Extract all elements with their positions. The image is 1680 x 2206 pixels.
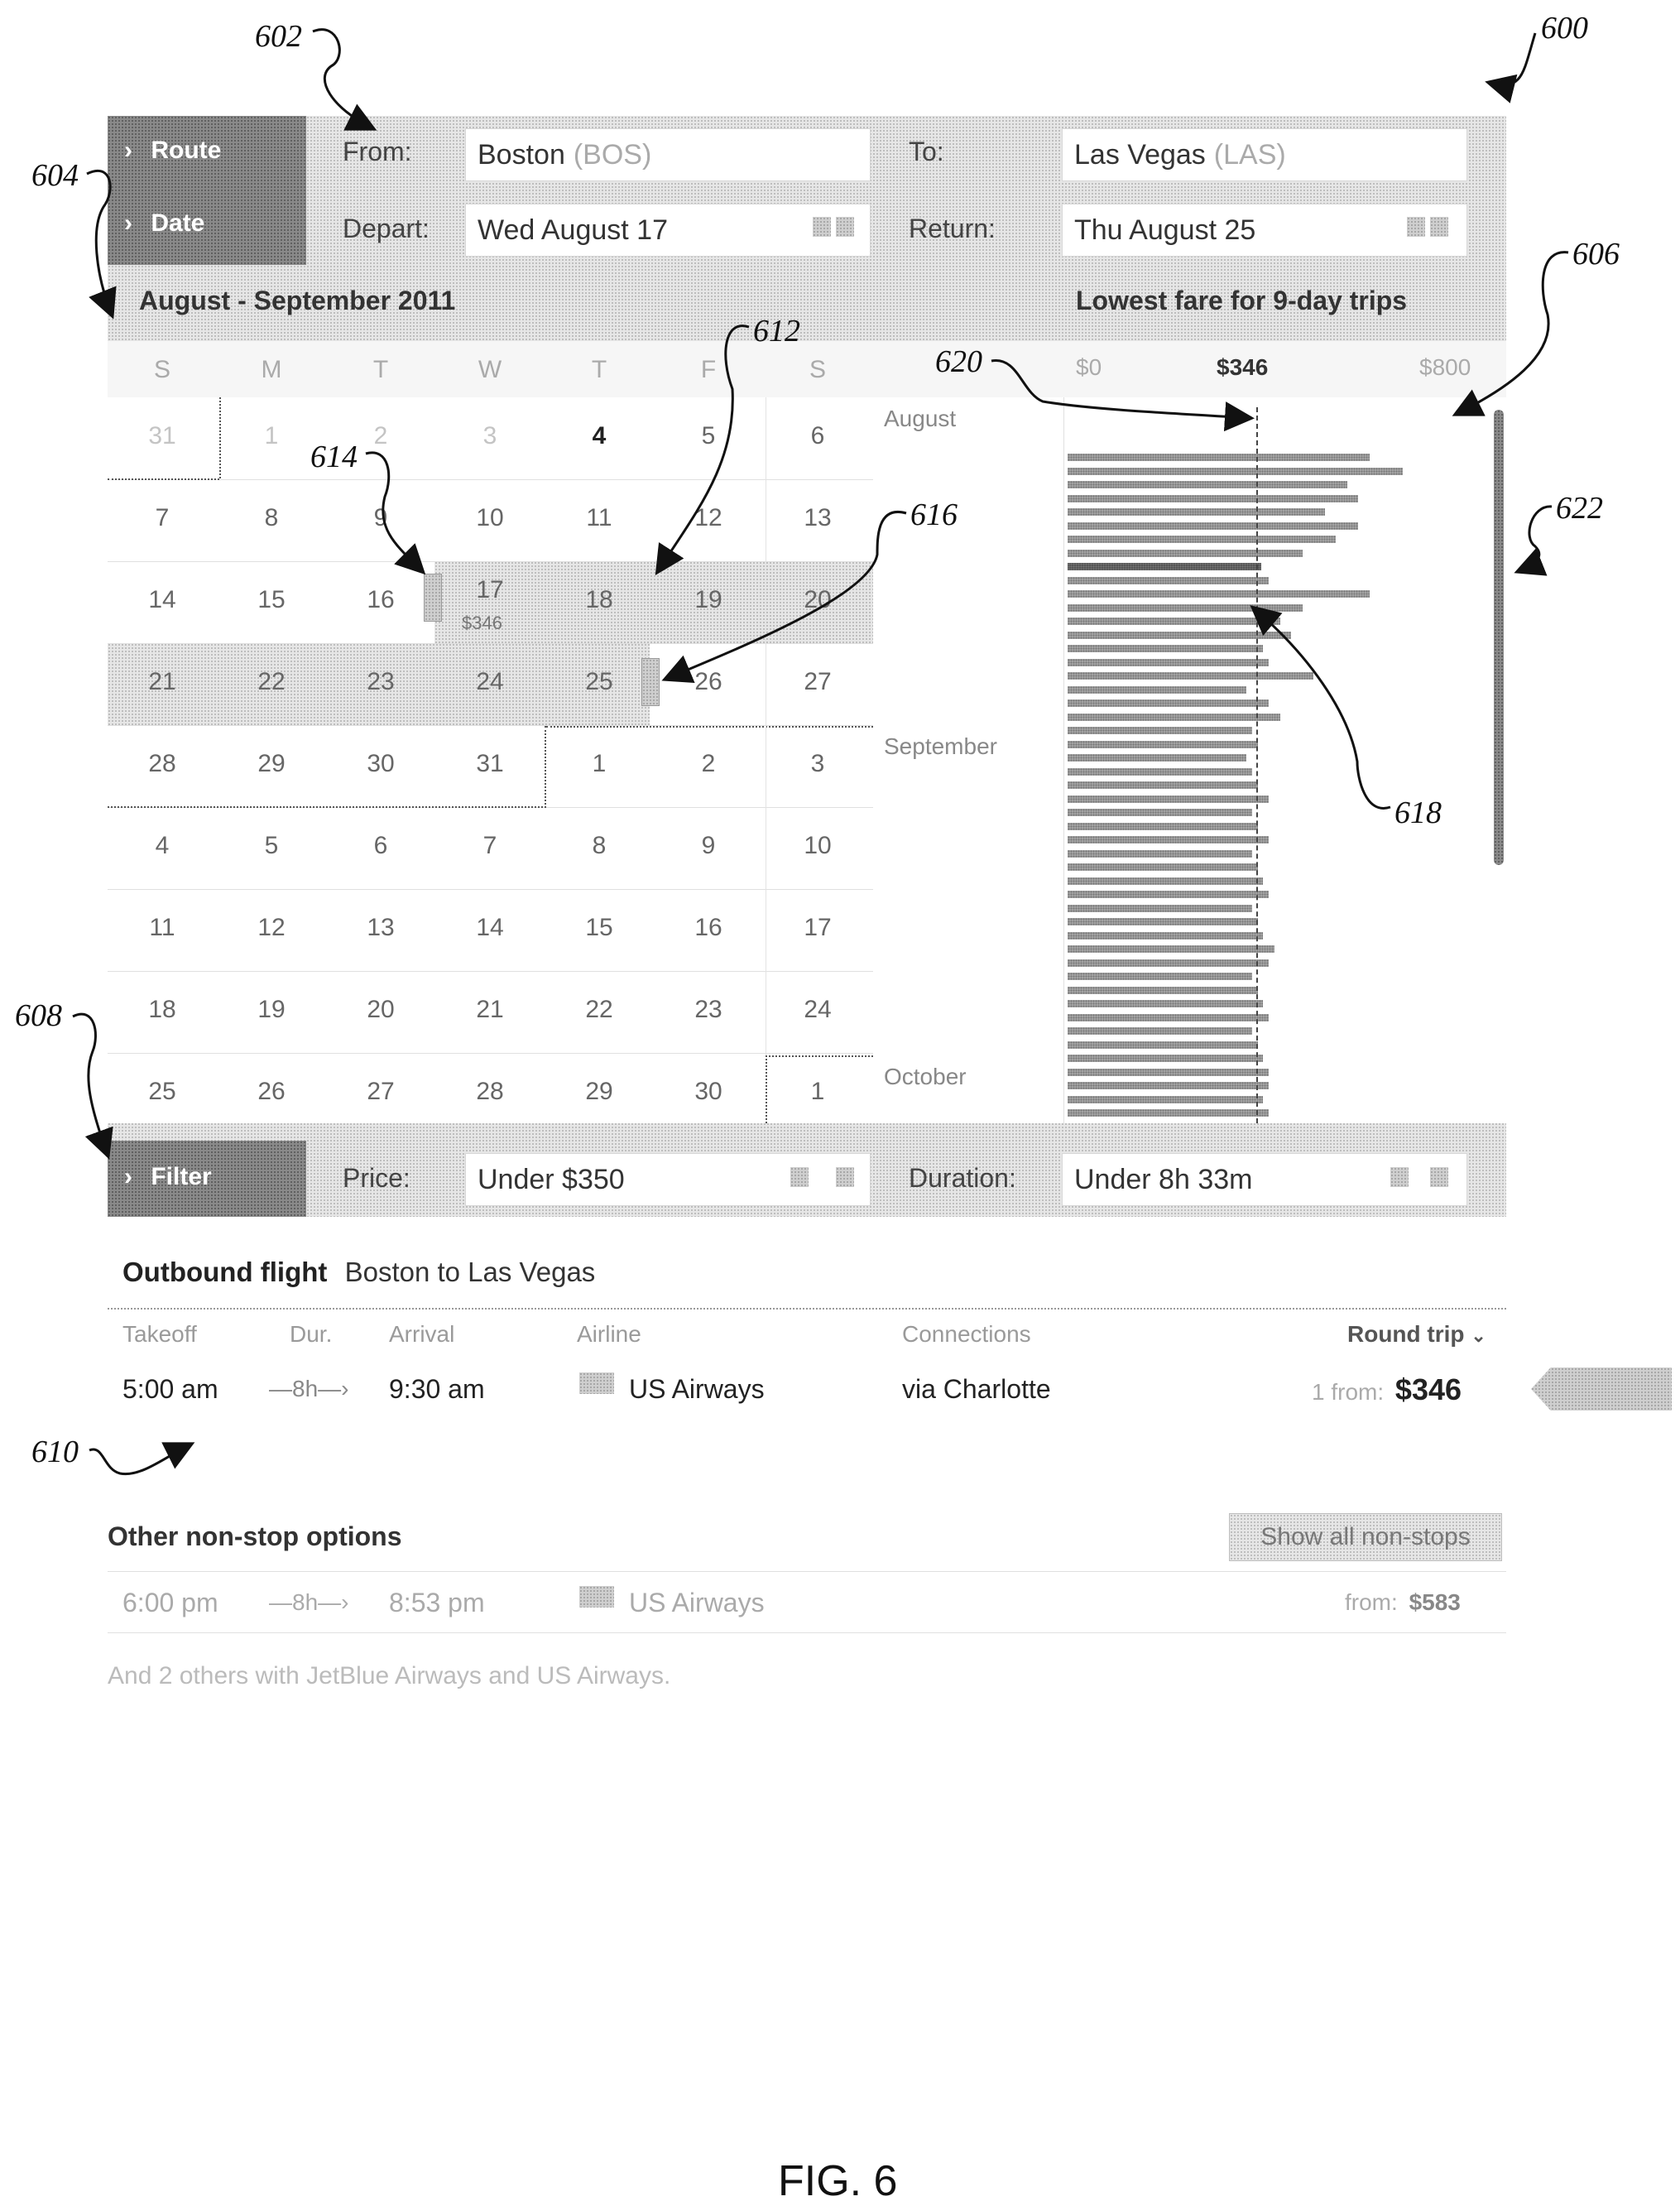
leader-612 [658,326,749,571]
leader-618 [1254,608,1390,808]
figure-caption: FIG. 6 [778,2156,897,2206]
leader-608 [73,1014,108,1155]
leader-602 [313,30,372,128]
leader-610 [89,1444,190,1474]
leader-620 [991,360,1250,418]
leader-606 [1457,252,1568,414]
leader-616 [666,512,906,679]
leader-600 [1490,33,1535,85]
leader-614 [366,453,422,571]
leader-622 [1519,507,1552,571]
leader-604 [87,171,112,315]
